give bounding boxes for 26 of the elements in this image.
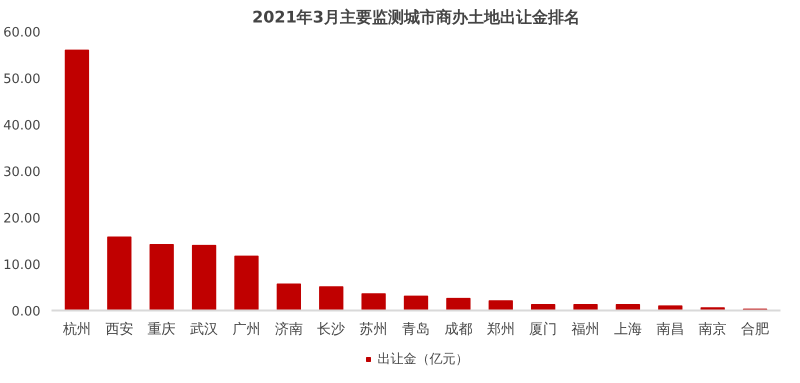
y-tick-label: 50.00 (3, 72, 40, 87)
x-tick-label: 济南 (274, 322, 303, 338)
x-tick-label: 苏州 (360, 322, 388, 338)
y-tick-label: 40.00 (3, 118, 40, 134)
x-tick-label: 上海 (614, 322, 642, 338)
x-tick-label: 南昌 (656, 322, 684, 338)
x-tick-label: 杭州 (62, 322, 91, 338)
x-tick-label: 厦门 (529, 322, 558, 338)
x-tick-label: 长沙 (317, 322, 346, 338)
x-tick-label: 广州 (232, 322, 260, 338)
x-tick-label: 青岛 (402, 322, 430, 338)
chart-title: 2021年3月主要监测城市商办土地出让金排名 (252, 8, 580, 26)
x-tick-label: 西安 (105, 322, 134, 338)
x-tick-label: 武汉 (190, 322, 218, 338)
legend-label: 出让金（亿元） (378, 351, 468, 368)
x-tick-label: 南京 (698, 322, 727, 338)
x-tick-label: 合肥 (741, 322, 770, 338)
y-tick-label: 0.00 (12, 304, 41, 320)
y-tick-label: 10.00 (3, 258, 40, 273)
y-tick-label: 30.00 (3, 165, 40, 180)
x-tick-label: 重庆 (148, 322, 176, 338)
x-tick-label: 成都 (444, 322, 472, 338)
y-tick-label: 20.00 (3, 212, 40, 226)
y-tick-label: 60.00 (3, 26, 40, 40)
x-tick-label: 郑州 (486, 322, 515, 338)
x-tick-label: 福州 (572, 322, 600, 338)
